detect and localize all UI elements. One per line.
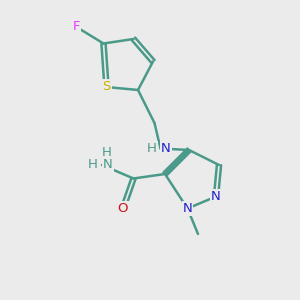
Text: S: S [102,80,111,94]
Text: F: F [73,20,80,34]
Text: H: H [102,146,111,159]
Text: O: O [118,202,128,215]
Text: N: N [161,142,171,155]
Text: N: N [183,202,192,215]
Text: H: H [147,142,157,155]
Text: H: H [88,158,98,172]
Text: N: N [211,190,221,203]
Text: N: N [103,158,113,172]
